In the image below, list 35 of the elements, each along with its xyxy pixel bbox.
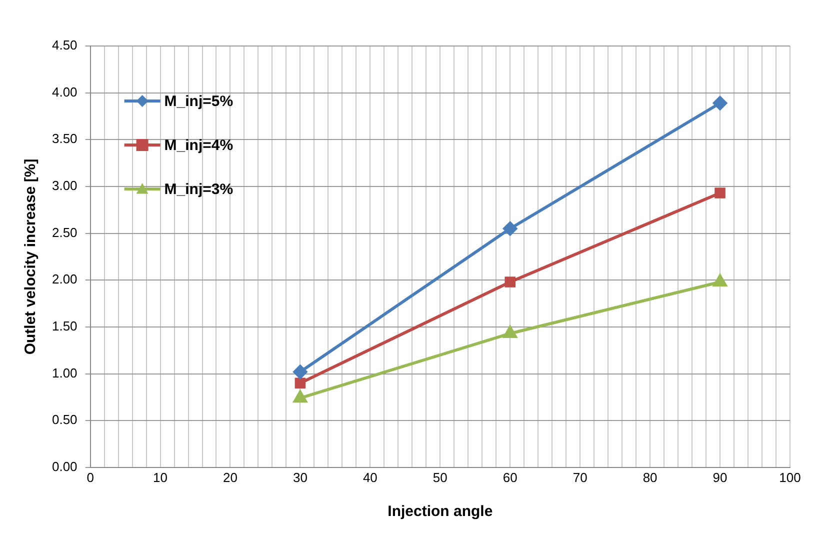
point — [293, 364, 308, 379]
point — [294, 390, 307, 403]
y-tick-label: 2.00 — [52, 272, 78, 287]
point — [713, 274, 727, 286]
y-axis-title: Outlet velocity increase [%] — [22, 158, 40, 355]
x-tick-label: 50 — [432, 470, 448, 485]
y-tick-label: 4.50 — [52, 38, 78, 53]
y-tick-label: 1.00 — [52, 365, 78, 380]
y-tick-label: 3.50 — [52, 131, 78, 146]
x-axis-title: Injection angle — [388, 503, 493, 520]
y-tick-label: 2.50 — [52, 224, 78, 240]
legend-label: M_inj=3% — [164, 181, 234, 198]
x-tick-label: 40 — [362, 470, 378, 485]
x-tick-label: 100 — [779, 470, 801, 485]
y-tick-label: 3.00 — [52, 178, 78, 194]
y-tick-label: 1.50 — [52, 318, 78, 334]
x-tick-label: 60 — [502, 470, 518, 485]
point — [713, 96, 728, 110]
point — [503, 326, 517, 338]
x-tick-label: 90 — [712, 470, 728, 485]
x-tick-label: 30 — [292, 470, 308, 485]
x-tick-label: 0 — [86, 470, 94, 485]
y-tick-label: 0.00 — [52, 458, 78, 474]
x-tick-label: 80 — [642, 470, 658, 485]
x-tick-label: 10 — [153, 470, 168, 485]
point — [294, 378, 306, 389]
point — [503, 222, 518, 236]
legend-label: M_inj=5% — [164, 93, 234, 110]
point — [504, 276, 516, 288]
y-tick-label: 4.00 — [52, 84, 78, 100]
y-tick-label: 0.50 — [52, 412, 78, 428]
x-tick-label: 20 — [223, 470, 238, 485]
x-tick-label: 70 — [572, 470, 588, 485]
legend-label: M_inj=4% — [164, 137, 234, 154]
point — [714, 188, 726, 198]
